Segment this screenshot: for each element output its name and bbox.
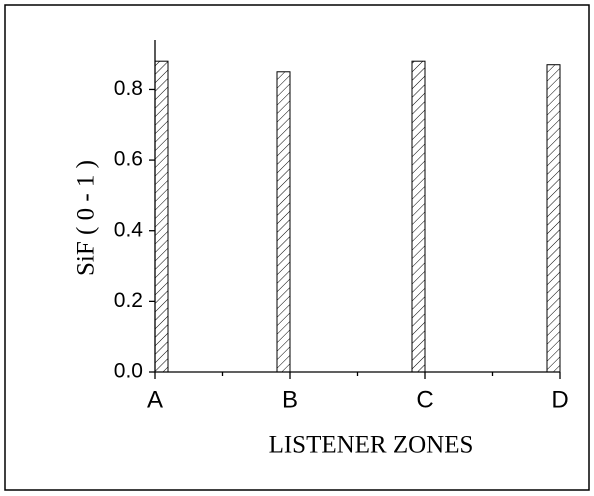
- y-tick-label: 0.2: [114, 289, 143, 312]
- x-tick-label: B: [282, 386, 298, 413]
- bar: [154, 60, 169, 373]
- x-tick-label: D: [551, 386, 568, 413]
- frame: [4, 4, 590, 491]
- bar: [546, 64, 561, 373]
- y-tick-label: 0.6: [114, 148, 143, 171]
- x-tick-label: A: [147, 386, 163, 413]
- y-tick-label: 0.8: [114, 77, 143, 100]
- y-tick-label: 0.0: [114, 360, 143, 383]
- bar: [276, 71, 291, 373]
- x-axis-label: LISTENER ZONES: [269, 432, 474, 459]
- bar: [411, 60, 426, 373]
- y-tick-label: 0.4: [114, 218, 144, 241]
- y-axis-label: SiF ( 0 - 1 ): [73, 160, 100, 276]
- x-tick-label: C: [416, 386, 433, 413]
